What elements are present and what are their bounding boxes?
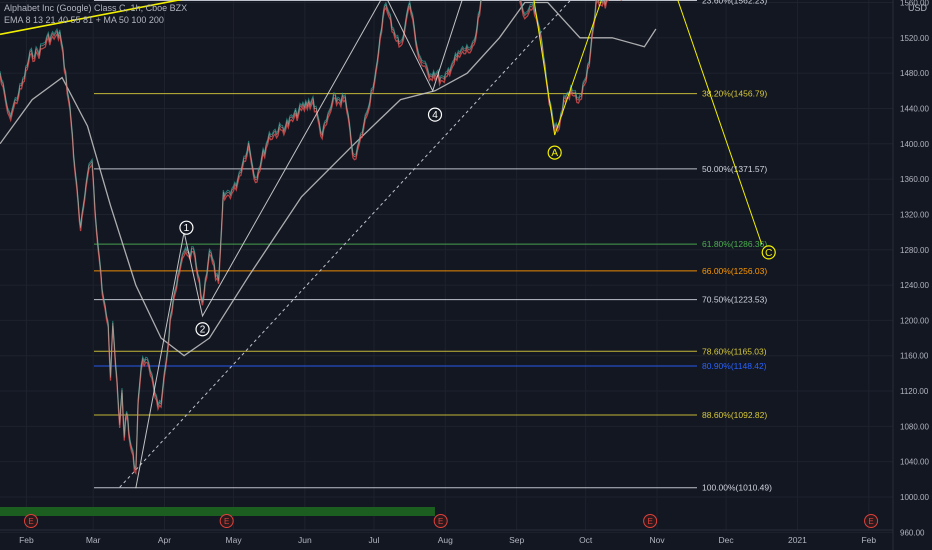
grid bbox=[0, 0, 893, 533]
chart-series bbox=[0, 0, 893, 489]
earnings-label: E bbox=[28, 517, 33, 526]
wave-label-circle bbox=[195, 322, 210, 337]
price-tick-label: 1240.00 bbox=[900, 281, 929, 290]
earnings-label: E bbox=[647, 517, 652, 526]
earnings-marker[interactable]: E bbox=[433, 514, 448, 528]
time-tick-label: Feb bbox=[19, 535, 34, 545]
earnings-marker[interactable]: E bbox=[219, 514, 234, 528]
price-tick-label: 1440.00 bbox=[900, 104, 929, 113]
price-tick-label: 1120.00 bbox=[900, 387, 929, 396]
time-tick-label: Apr bbox=[158, 535, 171, 545]
time-tick-label: May bbox=[226, 535, 243, 545]
wave-label-2[interactable]: 2 bbox=[195, 322, 210, 337]
volume-bar bbox=[0, 507, 435, 516]
fib-level-label: 66.00%(1256.03) bbox=[702, 266, 767, 276]
wave-label-text: 1 bbox=[184, 223, 190, 234]
fib-level-label: 61.80%(1286.36) bbox=[702, 239, 767, 249]
wave-label-a[interactable]: A bbox=[547, 145, 562, 160]
earnings-label: E bbox=[438, 517, 443, 526]
wave-label-text: 4 bbox=[432, 110, 438, 121]
time-tick-label: Sep bbox=[509, 535, 524, 545]
price-tick-label: 1360.00 bbox=[900, 175, 929, 184]
price-tick-label: 1400.00 bbox=[900, 140, 929, 149]
fib-level-label: 80.90%(1148.42) bbox=[702, 361, 767, 371]
wave-label-text: C bbox=[765, 248, 772, 259]
fib-level-label: 70.50%(1223.53) bbox=[702, 295, 767, 305]
time-tick-label: Jun bbox=[298, 535, 312, 545]
wave-label-c[interactable]: C bbox=[761, 245, 776, 260]
earnings-marker[interactable]: E bbox=[643, 514, 658, 528]
price-tick-label: 1000.00 bbox=[900, 493, 929, 502]
price-line bbox=[0, 0, 607, 472]
price-tick-label: 1160.00 bbox=[900, 352, 929, 361]
price-tick-label: 1480.00 bbox=[900, 69, 929, 78]
time-tick-label: 2021 bbox=[788, 535, 807, 545]
time-tick-label: Aug bbox=[438, 535, 453, 545]
resistance-trendline[interactable] bbox=[0, 0, 893, 36]
indicator-legend: EMA 8 13 21 40 55 81 + MA 50 100 200 bbox=[4, 15, 164, 25]
earnings-circle bbox=[864, 514, 879, 528]
wave-label-circle bbox=[427, 107, 443, 122]
wave-label-circle bbox=[547, 145, 562, 160]
wave-label-circle bbox=[179, 220, 194, 235]
volume-area bbox=[0, 507, 435, 516]
price-tick-label: 960.00 bbox=[900, 528, 925, 537]
price-tick-label: 1560.00 bbox=[900, 0, 929, 8]
fib-level-label: 88.60%(1092.82) bbox=[702, 410, 767, 420]
impulse-wave-path[interactable] bbox=[135, 0, 511, 489]
price-tick-label: 1320.00 bbox=[900, 210, 929, 219]
earnings-marker[interactable]: E bbox=[864, 514, 879, 528]
symbol-title: Alphabet Inc (Google) Class C, 1h, Cboe … bbox=[4, 3, 188, 13]
wave-label-4[interactable]: 4 bbox=[427, 107, 443, 122]
price-tick-label: 1520.00 bbox=[900, 34, 929, 43]
time-tick-label: Dec bbox=[719, 535, 735, 545]
earnings-circle bbox=[219, 514, 234, 528]
correction-wave-path[interactable] bbox=[511, 0, 763, 245]
price-tick-label: 1280.00 bbox=[900, 246, 929, 255]
currency-label[interactable]: USD bbox=[907, 3, 927, 13]
wave-label-1[interactable]: 1 bbox=[179, 220, 194, 235]
time-tick-label: Mar bbox=[86, 535, 101, 545]
fib-level-label: 50.00%(1371.57) bbox=[702, 164, 767, 174]
time-tick-label: Nov bbox=[649, 535, 665, 545]
fibonacci-retracement[interactable]: 0.00%(1732.66)23.60%(1562.23)38.20%(1456… bbox=[94, 0, 772, 493]
earnings-circle bbox=[433, 514, 448, 528]
fib-level-label: 38.20%(1456.79) bbox=[702, 89, 767, 99]
moving-average-line bbox=[0, 1, 657, 357]
fib-level-label: 100.00%(1010.49) bbox=[702, 483, 772, 493]
earnings-circle bbox=[24, 514, 39, 528]
price-tick-label: 1040.00 bbox=[900, 458, 929, 467]
price-tick-label: 1200.00 bbox=[900, 316, 929, 325]
wave-label-circle bbox=[761, 245, 776, 260]
earnings-marker[interactable]: E bbox=[24, 514, 39, 528]
time-tick-label: Oct bbox=[579, 535, 593, 545]
earnings-label: E bbox=[868, 517, 873, 526]
price-axis-background bbox=[893, 0, 932, 550]
time-tick-label: Feb bbox=[861, 535, 876, 545]
price-tick-label: 1080.00 bbox=[900, 422, 929, 431]
earnings-circle bbox=[643, 514, 658, 528]
elliott-wave-labels[interactable]: 12345ABC bbox=[179, 0, 776, 337]
earnings-label: E bbox=[224, 517, 229, 526]
wave-label-text: 2 bbox=[200, 325, 206, 336]
fib-level-label: 23.60%(1562.23) bbox=[702, 0, 767, 6]
wave-label-text: A bbox=[551, 148, 558, 159]
time-tick-label: Jul bbox=[369, 535, 380, 545]
fib-level-label: 78.60%(1165.03) bbox=[702, 346, 767, 356]
channel-dashed-line[interactable] bbox=[119, 0, 709, 488]
